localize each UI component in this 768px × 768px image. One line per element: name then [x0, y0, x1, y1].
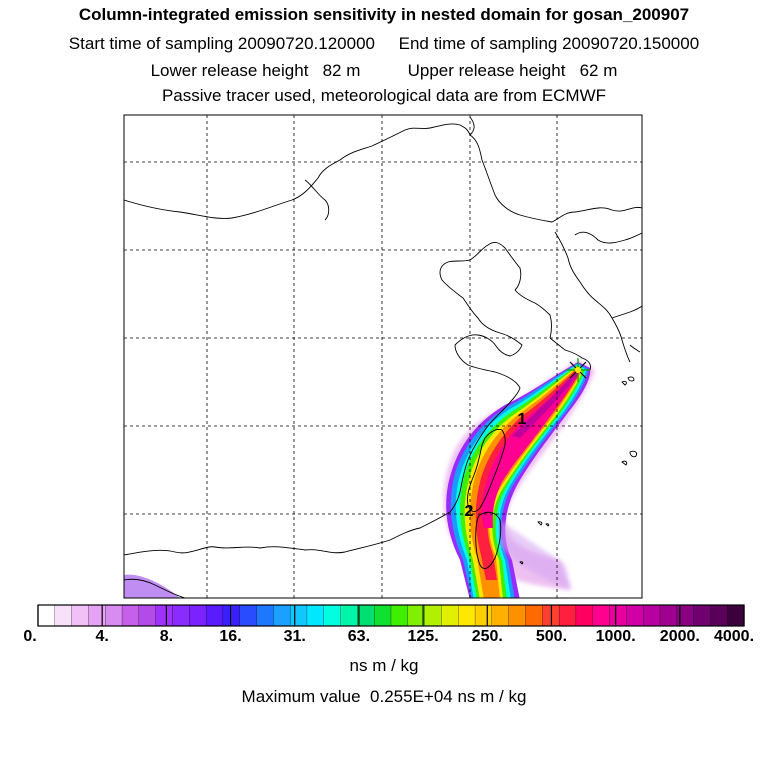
colorbar-tick-label: 2000.: [659, 628, 700, 645]
colorbar-tick-label: 16.: [219, 628, 242, 645]
position-label-1: 1: [518, 411, 527, 428]
colorbar-unit: ns m / kg: [349, 656, 419, 675]
colorbar-tick-label: 1000.: [595, 628, 636, 645]
colorbar-cell: [525, 604, 543, 627]
colorbar-cell: [239, 604, 258, 627]
plume-tail: [500, 520, 572, 590]
colorbar-cell: [155, 604, 174, 627]
colorbar-cell: [189, 604, 207, 627]
colorbar-cell: [558, 604, 577, 627]
colorbar-tick-label: 4000.: [713, 628, 755, 645]
plume-dark: [512, 370, 578, 438]
colorbar-tick-label: 250.: [471, 628, 503, 645]
colorbar-cell: [340, 604, 358, 627]
sampling-times: Start time of sampling 20090720.120000 E…: [68, 34, 700, 53]
colorbar-cell: [424, 604, 442, 627]
receptor-marker: [566, 358, 590, 382]
colorbar-cell: [609, 604, 627, 627]
colorbar-cell: [508, 604, 527, 627]
colorbar-cell: [289, 604, 308, 627]
colorbar-cell: [205, 604, 224, 627]
colorbar-cell: [37, 604, 56, 627]
plume-sw-blob: [124, 574, 180, 598]
colorbar-frame: [37, 604, 745, 627]
colorbar-tick-label: 0.: [23, 628, 37, 645]
colorbar-cell: [172, 604, 190, 627]
colorbar-tick-label: 63.: [347, 628, 371, 645]
tracer-info: Passive tracer used, meteorological data…: [161, 86, 607, 105]
colorbar: [37, 604, 745, 627]
colorbar-cell: [693, 604, 711, 627]
position-label-2: 2: [465, 503, 474, 520]
colorbar-cell: [727, 604, 745, 627]
coastlines: [124, 116, 642, 598]
colorbar-tick-label: 125.: [407, 628, 439, 645]
chart-title: Column-integrated emission sensitivity i…: [78, 5, 690, 24]
colorbar-cell: [491, 604, 510, 627]
colorbar-cell: [306, 604, 325, 627]
colorbar-cell: [273, 604, 291, 627]
colorbar-cell: [105, 604, 123, 627]
colorbar-cell: [575, 604, 594, 627]
colorbar-tick-label: 31.: [283, 628, 306, 645]
colorbar-cell: [458, 604, 476, 627]
colorbar-tick-label: 500.: [535, 628, 568, 645]
colorbar-cell: [441, 604, 459, 627]
colorbar-cell: [626, 604, 644, 627]
colorbar-cell: [474, 604, 493, 627]
colorbar-tick-label: 4.: [95, 628, 109, 645]
colorbar-cell: [642, 604, 661, 627]
colorbar-cell: [374, 604, 392, 627]
release-heights: Lower release height 82 m Upper release …: [150, 61, 618, 80]
colorbar-cell: [407, 604, 426, 627]
colorbar-cell: [138, 604, 157, 627]
colorbar-cell: [659, 604, 678, 627]
graticule: [124, 115, 642, 598]
colorbar-tick-label: 8.: [159, 628, 174, 645]
colorbar-cell: [256, 604, 274, 627]
colorbar-cell: [710, 604, 728, 627]
colorbar-cell: [54, 604, 73, 627]
colorbar-cell: [71, 604, 89, 627]
colorbar-cell: [121, 604, 140, 627]
colorbar-cell: [592, 604, 611, 627]
map-frame: [123, 114, 643, 599]
colorbar-cell: [323, 604, 342, 627]
plume-magenta: [481, 369, 578, 528]
colorbar-cell: [390, 604, 409, 627]
colorbar-cell: [222, 604, 241, 627]
colorbar-cell: [88, 604, 106, 627]
colorbar-cell: [357, 604, 375, 627]
maximum-value: Maximum value 0.255E+04 ns m / kg: [241, 687, 527, 706]
